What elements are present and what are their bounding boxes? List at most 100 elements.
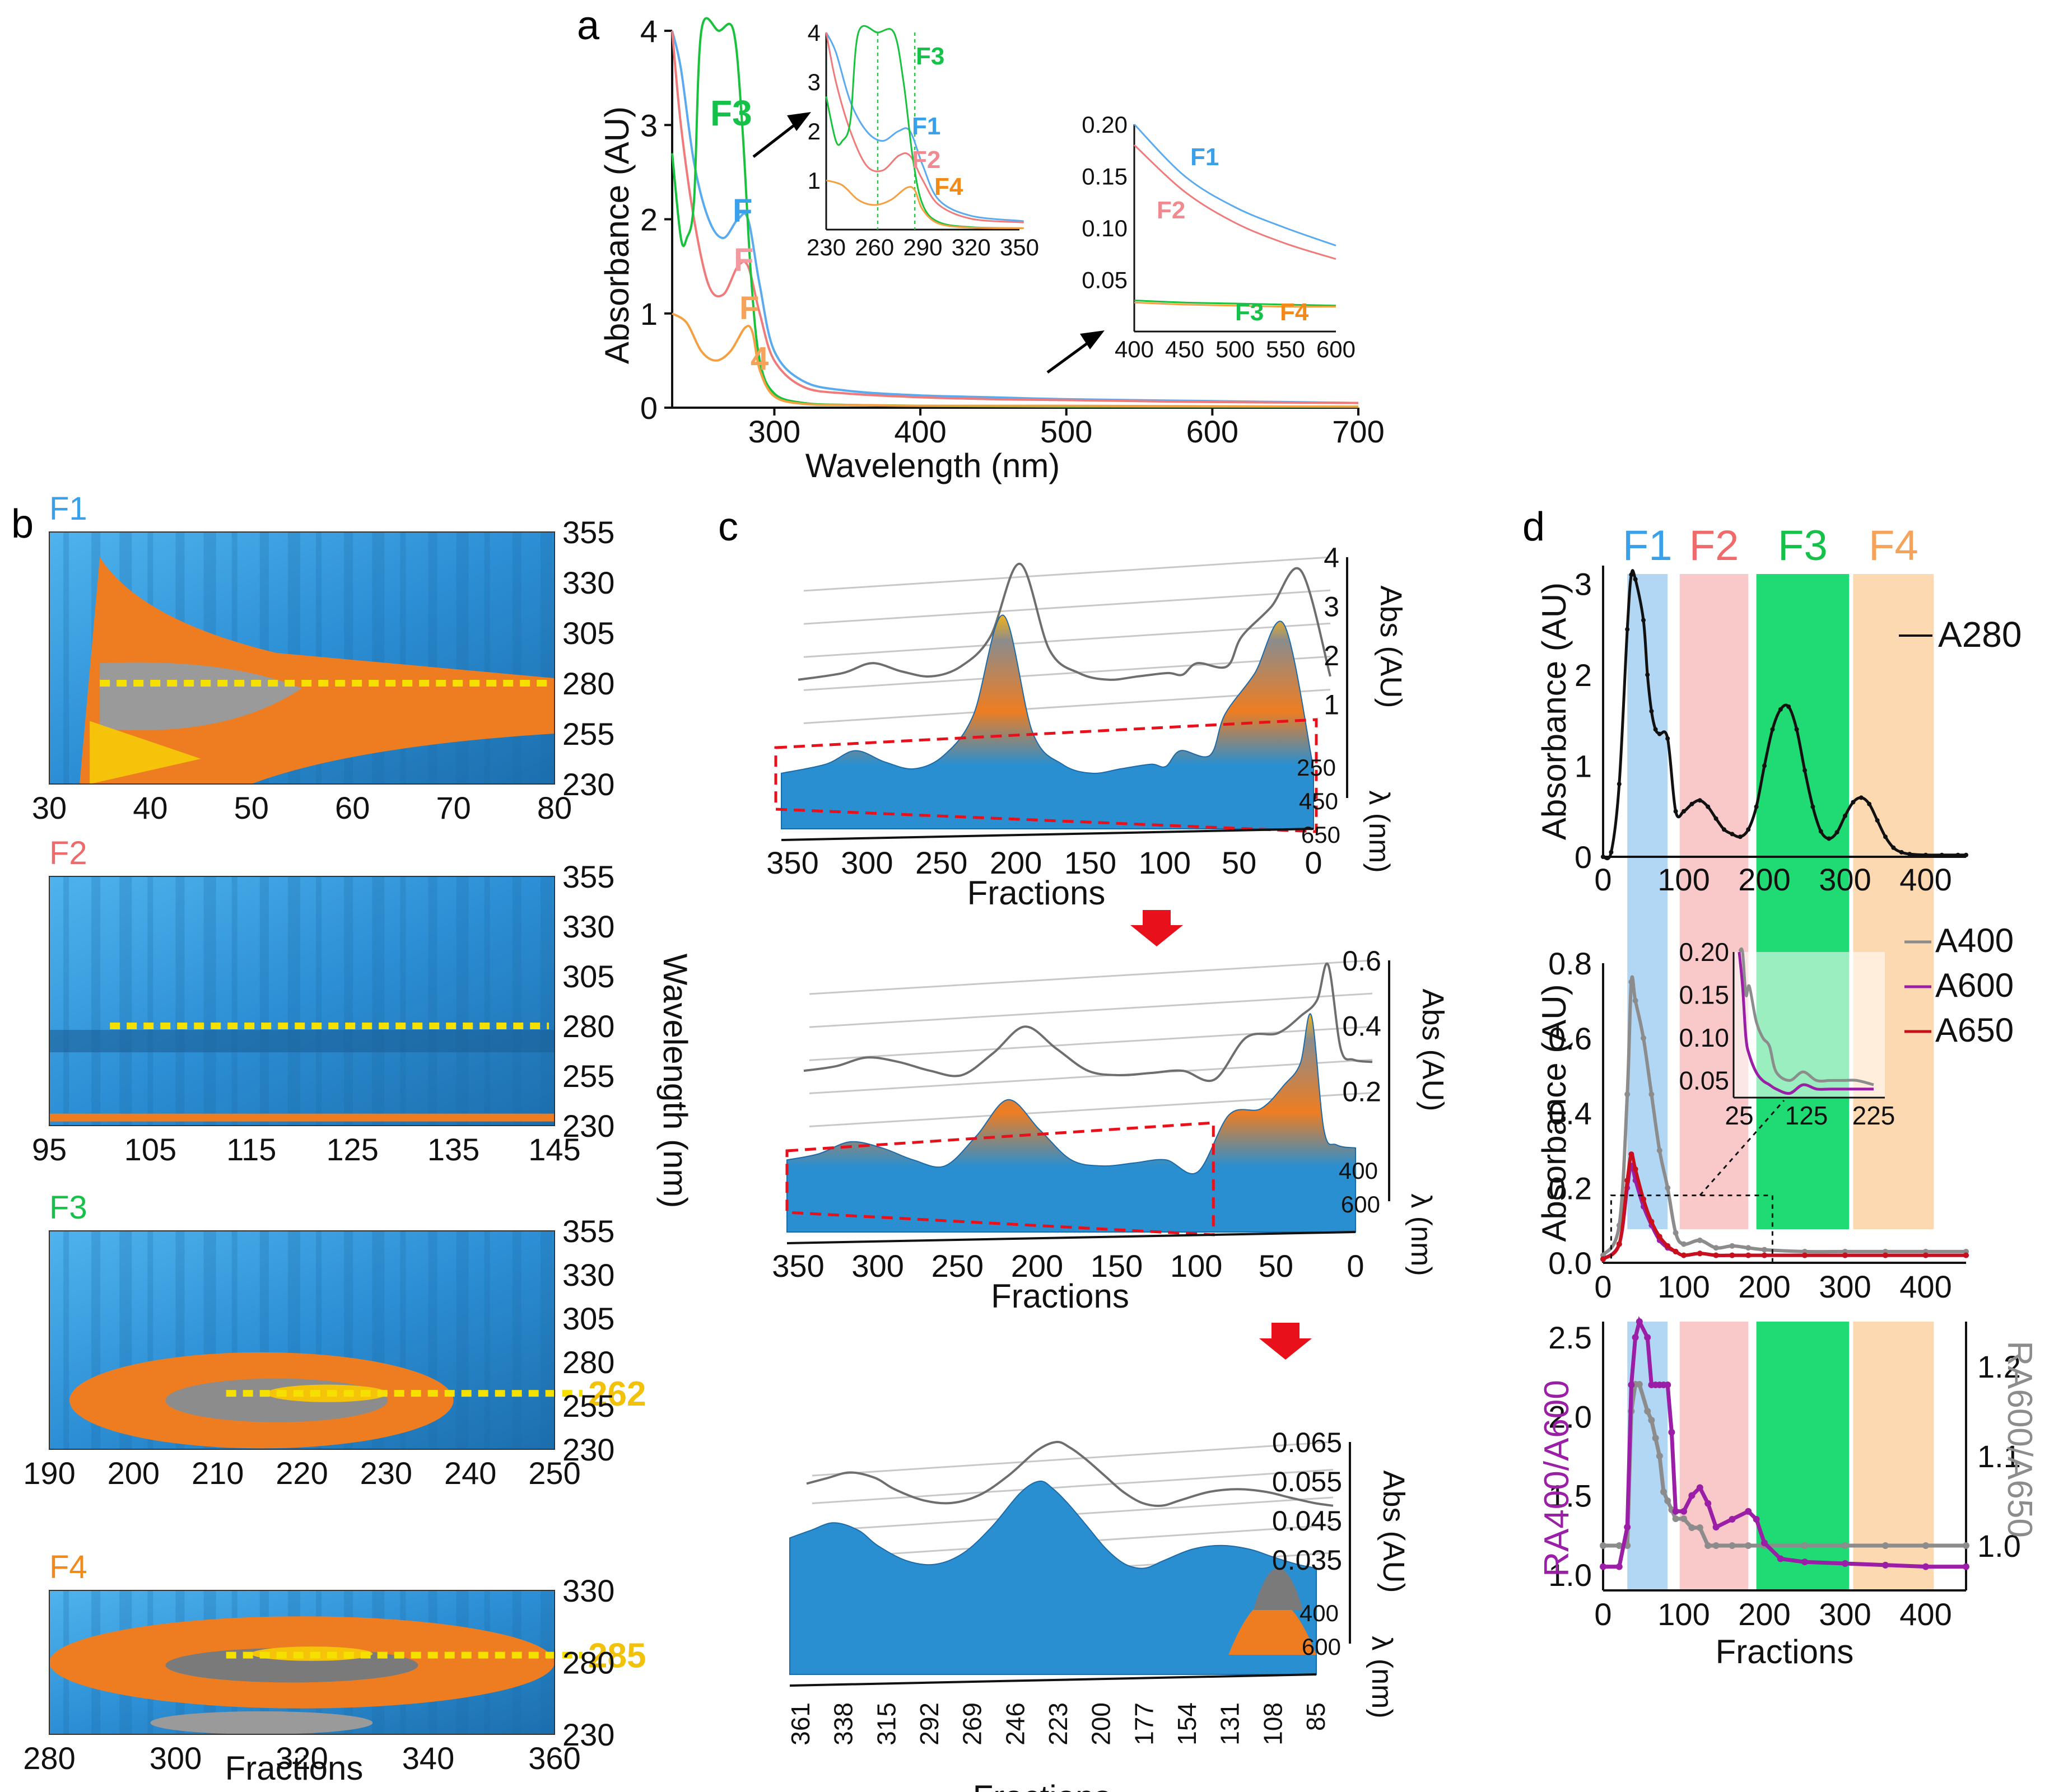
heatmap-f4: 285 F4 280 300 320 340 360 330 280 230 <box>23 1549 646 1776</box>
d-point-a280 <box>1907 852 1912 857</box>
label-f3-main: F3 <box>710 93 752 133</box>
heatmap-stripe <box>512 1231 521 1449</box>
d-mid-ytick: 0.4 <box>1548 1096 1592 1131</box>
d-inset-series-a600 <box>1738 951 1874 1095</box>
a-xtick-label: 600 <box>1186 414 1238 449</box>
c-wlabel: λ (nm) <box>1405 1193 1437 1276</box>
d-top-ytick: 2 <box>1575 657 1592 693</box>
c-orange-peak <box>1228 1599 1316 1655</box>
c-wtick: 250 <box>1297 754 1336 781</box>
heatmap-xtick: 135 <box>427 1132 479 1167</box>
c-ztick: 1 <box>1324 689 1339 721</box>
heatmap-f2: F2 95 105 115 125 135 145 355 330 305 280 255 230 <box>32 835 615 1167</box>
heatmap-ytick: 230 <box>562 1108 614 1144</box>
a-inset1-xtick: 350 <box>1000 234 1039 260</box>
c-ztick: 3 <box>1324 591 1339 623</box>
d-point-a280 <box>1802 768 1807 773</box>
a-inset2-ytick: 0.10 <box>1082 215 1128 241</box>
a-inset1-label-f4: F4 <box>934 173 963 200</box>
heatmap-ytick: 230 <box>562 767 614 802</box>
heatmap-stripe <box>316 876 322 1126</box>
panel-d: d F1 F2 F3 F4 0 1 2 3 0 100 200 300 400 Absorbance (A… <box>1522 505 2039 1670</box>
c-back-profile <box>806 1440 1334 1508</box>
d-point-a650 <box>1963 1252 1969 1258</box>
c-xtick: 246 <box>1000 1702 1030 1746</box>
d-point-a650 <box>1681 1252 1687 1258</box>
d-point-a280 <box>1738 834 1743 839</box>
d-point-ratio-400-600 <box>1729 1515 1736 1523</box>
heatmap-ytick: 305 <box>562 1301 614 1336</box>
d-point-ratio-400-600 <box>1628 1381 1635 1388</box>
a-ytick-label: 4 <box>640 13 658 49</box>
band-label-f2: F2 <box>1689 522 1739 570</box>
heatmap-stripe <box>63 532 69 784</box>
heatmap-stripe <box>512 532 521 784</box>
c-front-surface <box>781 614 1314 829</box>
c-xtick: 50 <box>1259 1248 1293 1284</box>
d-point-a280 <box>1625 627 1630 632</box>
d-point-a280 <box>1770 727 1775 732</box>
d-bot-xtick: 400 <box>1899 1597 1951 1632</box>
d-bot-xtick: 300 <box>1819 1597 1871 1632</box>
c-wtick: 600 <box>1341 1191 1380 1217</box>
d-bot-xtick: 200 <box>1738 1597 1790 1632</box>
c-xtick: 85 <box>1301 1702 1330 1731</box>
heatmap-ytick: 255 <box>562 1388 614 1424</box>
c-grid-line <box>809 992 1373 1028</box>
d-point-a400 <box>1648 1091 1655 1098</box>
d-point-a400 <box>1673 1230 1679 1236</box>
d-mid-xtick: 0 <box>1594 1269 1611 1304</box>
d-point-a650 <box>1600 1256 1606 1262</box>
label-f4-main-digit: 4 <box>751 340 768 377</box>
c-xtick: 300 <box>851 1248 903 1284</box>
heatmap-xtick: 50 <box>234 790 269 825</box>
a-series-f2 <box>671 30 1359 404</box>
d-mid-ytick: 0.2 <box>1548 1170 1592 1206</box>
band-bottom-f2 <box>1679 1322 1749 1590</box>
heatmap-stripe <box>540 532 553 784</box>
d-top-ytick: 3 <box>1575 567 1592 602</box>
c-xtick: 100 <box>1139 845 1191 880</box>
d-point-ratio-400-600 <box>1636 1318 1643 1325</box>
c-xlabel: Fractions <box>973 1779 1111 1792</box>
heatmap-stripe <box>147 1231 153 1449</box>
c-plot-1: 1 2 3 4 Abs (AU) 250 450 650 λ (nm) 350 300 250 200 1… <box>766 542 1408 912</box>
d-point-a280 <box>1706 804 1711 809</box>
d-point-a280 <box>1665 736 1670 741</box>
d-point-a650 <box>1745 1252 1752 1258</box>
c-ztick: 0.045 <box>1272 1505 1342 1537</box>
d-point-ratio-400-600 <box>1704 1500 1712 1507</box>
panel-b-label: b <box>11 502 34 547</box>
d-point-a650 <box>1697 1250 1703 1257</box>
c-grid-line <box>803 655 1331 691</box>
red-down-arrow-1 <box>1130 910 1183 946</box>
d-point-a280 <box>1730 832 1735 837</box>
heatmap-stripe <box>400 532 406 784</box>
d-point-a650 <box>1624 1177 1631 1183</box>
d-point-ratio-400-600 <box>1664 1381 1671 1388</box>
c-xtick: 200 <box>1087 1702 1116 1746</box>
c-ztick: 0.055 <box>1272 1466 1342 1497</box>
d-point-ratio-400-600 <box>1688 1492 1696 1499</box>
c-xtick: 154 <box>1172 1702 1201 1746</box>
d-bot-ytick-left: 2.0 <box>1548 1399 1592 1434</box>
c-grid-line <box>812 1441 1334 1477</box>
label-f2-main: F <box>734 242 753 278</box>
a-xtick-label: 700 <box>1332 414 1384 449</box>
d-point-a400 <box>1665 1185 1671 1191</box>
a-inset1-label-f1: F1 <box>912 113 940 140</box>
heatmap-xtick: 210 <box>192 1455 244 1491</box>
d-point-ratio-600-650 <box>1615 1542 1623 1549</box>
heatmap-xtick: 70 <box>436 790 471 825</box>
c-wtick: 400 <box>1300 1600 1339 1626</box>
heatmap-ytick: 330 <box>562 565 614 600</box>
panel-a-xlabel: Wavelength (nm) <box>805 447 1060 484</box>
heatmap-xtick: 340 <box>402 1740 454 1776</box>
d-bot-ylabel-left: RA400/A600 <box>1538 1380 1576 1577</box>
d-point-a400 <box>1681 1241 1687 1247</box>
d-point-a280 <box>1617 782 1622 786</box>
d-point-a280 <box>1682 809 1686 814</box>
d-point-a650 <box>1665 1243 1671 1249</box>
